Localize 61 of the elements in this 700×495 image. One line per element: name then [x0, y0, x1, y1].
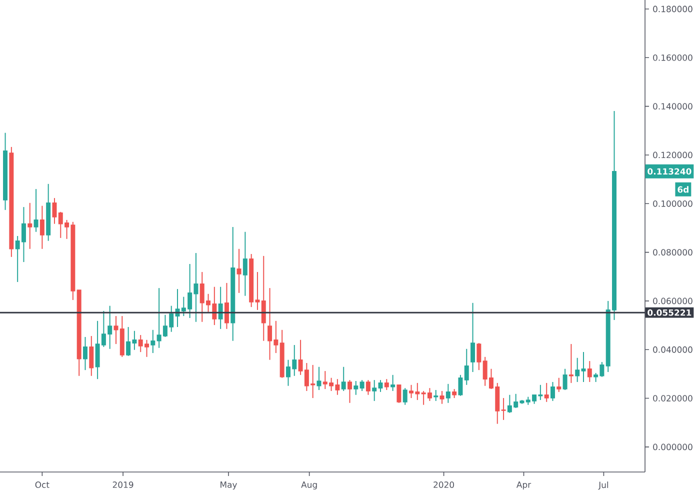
x-tick-label: Oct: [35, 482, 50, 488]
candlestick: [470, 302, 476, 373]
candlestick: [458, 374, 463, 396]
y-tick-label: 0.100000: [653, 200, 692, 207]
candlestick: [348, 380, 352, 404]
y-tick-label: 0.060000: [653, 298, 692, 304]
candlestick: [501, 398, 506, 420]
y-tick-label: 0.000000: [653, 444, 692, 450]
candlestick: [261, 255, 266, 342]
candlestick: [556, 377, 562, 392]
candlestick: [28, 202, 32, 250]
x-tick-label: Jul: [598, 482, 608, 490]
candlestick: [434, 390, 438, 402]
x-tick-label: 2019: [112, 482, 134, 488]
y-tick-label: 0.120000: [653, 152, 692, 158]
candlestick: [89, 335, 94, 376]
candlestick: [550, 381, 555, 402]
candlestick: [390, 374, 396, 392]
candlestick: [354, 380, 358, 396]
candlestick: [476, 342, 482, 371]
candlestick: [52, 198, 57, 224]
text: 0.113240: [648, 168, 692, 175]
y-tick-label: 0.180000: [653, 6, 692, 12]
candlestick: [34, 188, 38, 232]
candlestick: [242, 231, 248, 296]
text: 6d: [678, 186, 688, 193]
y-tick-label: 0.020000: [653, 395, 692, 402]
x-tick-label: May: [220, 482, 237, 490]
candlestick: [114, 316, 118, 345]
y-tick-label: 0.040000: [653, 346, 692, 353]
candlestick: [372, 380, 377, 402]
candlestick: [544, 382, 549, 402]
candlestick: [224, 282, 229, 330]
candlestick: [218, 286, 223, 330]
candlestick: [562, 368, 568, 391]
candlestick: [82, 336, 88, 371]
candlestick: [396, 384, 402, 404]
x-tick-label: Apr: [516, 482, 532, 490]
candlestick: [360, 380, 364, 392]
candlestick: [446, 383, 450, 404]
candlestick: [150, 329, 156, 354]
x-tick-label: Aug: [301, 482, 317, 490]
candlestick: [341, 366, 346, 392]
candlestick: [581, 352, 586, 382]
candlestick: [316, 366, 322, 391]
y-tick-label: 0.160000: [653, 54, 692, 61]
candlestick: [384, 378, 389, 391]
y-tick-label: 0.080000: [653, 249, 692, 256]
candlestick: [568, 344, 574, 384]
candlestick: [366, 380, 370, 396]
candlestick: [575, 357, 580, 382]
candlestick: [587, 360, 592, 382]
candlestick: [464, 348, 469, 386]
x-tick-label: 2020: [434, 482, 454, 488]
ref-line-label: 0.055221: [648, 309, 692, 316]
candlestick: [440, 390, 444, 404]
y-tick-label: 0.140000: [653, 103, 692, 110]
candlestick: [236, 248, 242, 294]
candlestick: [402, 388, 408, 406]
candlestick: [40, 205, 44, 250]
candlestick: [378, 380, 383, 392]
